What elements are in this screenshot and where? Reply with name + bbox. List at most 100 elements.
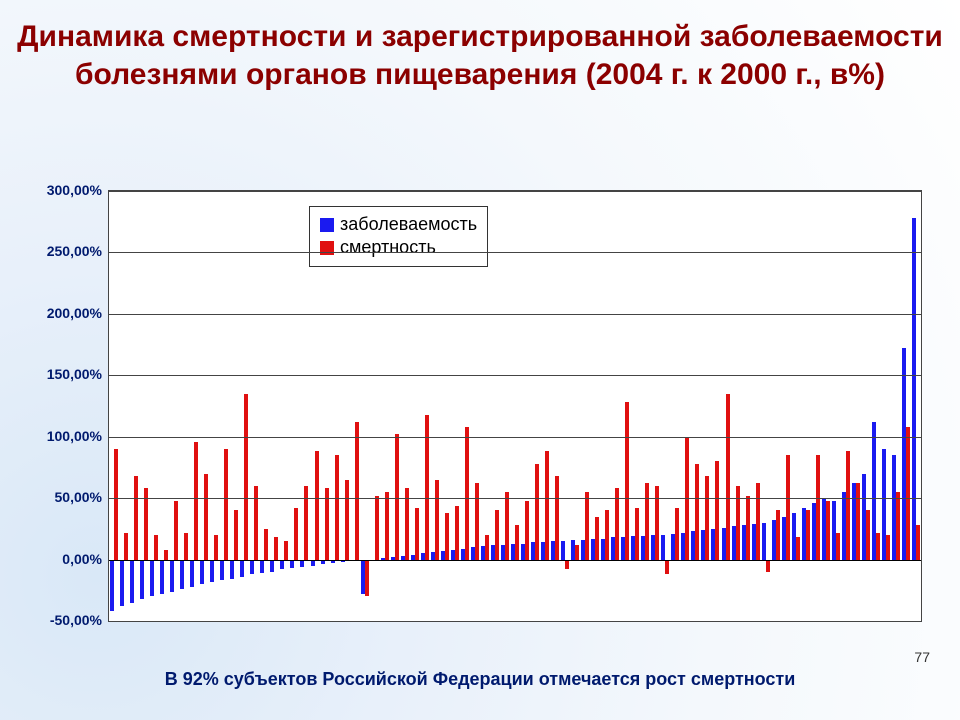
bar-mortality	[826, 501, 830, 560]
bar-mortality	[715, 461, 719, 559]
bar-mortality	[415, 508, 419, 560]
bar-mortality	[445, 513, 449, 560]
bar-mortality	[886, 535, 890, 560]
bar-morbidity	[661, 535, 665, 560]
page-number: 77	[914, 649, 930, 665]
chart-title: Динамика смертности и зарегистрированной…	[0, 18, 960, 93]
bar-mortality	[675, 508, 679, 560]
bar-mortality	[535, 464, 539, 560]
bar-mortality	[776, 510, 780, 559]
bar-mortality	[705, 476, 709, 560]
gridline	[109, 375, 921, 376]
bar-mortality	[184, 533, 188, 560]
y-axis-label: 200,00%	[24, 305, 102, 321]
bar-mortality	[284, 541, 288, 559]
bar-mortality	[294, 508, 298, 560]
bar-mortality	[655, 486, 659, 560]
bar-mortality	[214, 535, 218, 560]
bar-mortality	[565, 560, 569, 570]
bar-mortality	[575, 545, 579, 560]
bar-morbidity	[180, 560, 184, 589]
bar-mortality	[254, 486, 258, 560]
bar-mortality	[806, 510, 810, 559]
bar-morbidity	[240, 560, 244, 577]
bar-mortality	[695, 464, 699, 560]
bar-morbidity	[912, 218, 916, 560]
bar-mortality	[264, 529, 268, 560]
bar-mortality	[796, 537, 800, 559]
bar-mortality	[355, 422, 359, 560]
bar-morbidity	[290, 560, 294, 569]
bar-morbidity	[300, 560, 304, 567]
bar-morbidity	[280, 560, 284, 570]
bar-mortality	[836, 533, 840, 560]
bar-mortality	[746, 496, 750, 560]
y-axis-label: -50,00%	[24, 612, 102, 628]
y-axis-label: 300,00%	[24, 182, 102, 198]
bar-mortality	[375, 496, 379, 560]
gridline	[109, 314, 921, 315]
gridline	[109, 252, 921, 253]
bar-mortality	[625, 402, 629, 559]
bar-morbidity	[250, 560, 254, 575]
bar-morbidity	[561, 541, 565, 559]
footer-caption: В 92% субъектов Российской Федерации отм…	[0, 669, 960, 690]
bar-mortality	[665, 560, 669, 575]
y-axis-label: 150,00%	[24, 366, 102, 382]
bar-mortality	[475, 483, 479, 559]
bar-mortality	[385, 492, 389, 560]
bar-mortality	[304, 486, 308, 560]
bar-morbidity	[210, 560, 214, 582]
bar-morbidity	[762, 523, 766, 560]
bar-mortality	[455, 506, 459, 560]
bar-mortality	[756, 483, 760, 559]
gridline	[109, 498, 921, 499]
bar-mortality	[786, 455, 790, 559]
bar-morbidity	[260, 560, 264, 574]
bar-morbidity	[150, 560, 154, 597]
bars-layer	[109, 191, 921, 621]
bar-mortality	[365, 560, 369, 597]
bar-mortality	[856, 483, 860, 559]
bar-mortality	[315, 451, 319, 559]
bar-mortality	[525, 501, 529, 560]
bar-mortality	[244, 394, 248, 560]
bar-mortality	[485, 535, 489, 560]
bar-morbidity	[140, 560, 144, 599]
bar-mortality	[435, 480, 439, 560]
bar-mortality	[345, 480, 349, 560]
y-axis-label: 50,00%	[24, 489, 102, 505]
bar-mortality	[495, 510, 499, 559]
bar-mortality	[916, 525, 920, 559]
bar-mortality	[505, 492, 509, 560]
bar-mortality	[896, 492, 900, 560]
y-axis-label: 0,00%	[24, 551, 102, 567]
bar-mortality	[335, 455, 339, 559]
gridline	[109, 621, 921, 622]
bar-morbidity	[220, 560, 224, 581]
bar-mortality	[595, 517, 599, 560]
bar-mortality	[726, 394, 730, 560]
bar-morbidity	[190, 560, 194, 587]
bar-mortality	[635, 508, 639, 560]
bar-mortality	[846, 451, 850, 559]
y-axis-label: 250,00%	[24, 243, 102, 259]
bar-mortality	[906, 427, 910, 560]
bar-mortality	[816, 455, 820, 559]
bar-mortality	[545, 451, 549, 559]
bar-morbidity	[200, 560, 204, 585]
bar-mortality	[866, 510, 870, 559]
bar-mortality	[234, 510, 238, 559]
bar-mortality	[194, 442, 198, 560]
bar-mortality	[605, 510, 609, 559]
bar-morbidity	[270, 560, 274, 572]
bar-mortality	[766, 560, 770, 572]
bar-mortality	[555, 476, 559, 560]
bar-morbidity	[130, 560, 134, 603]
bar-mortality	[515, 525, 519, 559]
bar-mortality	[465, 427, 469, 560]
bar-mortality	[204, 474, 208, 560]
bar-mortality	[124, 533, 128, 560]
zero-line	[109, 560, 921, 561]
bar-morbidity	[120, 560, 124, 607]
